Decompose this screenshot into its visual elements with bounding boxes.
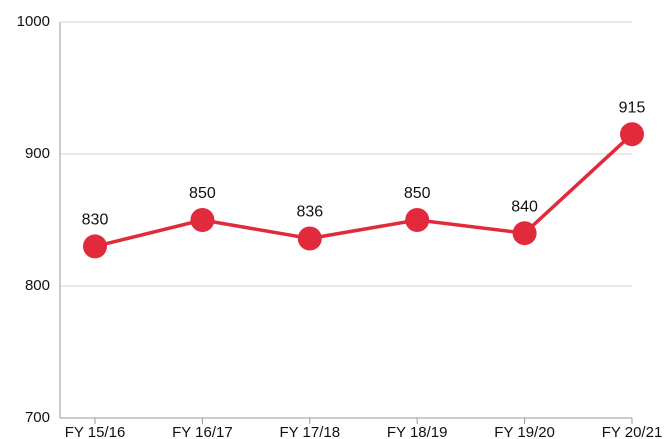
line (94, 132, 634, 249)
data-label: 836 (296, 204, 323, 221)
data-label: 915 (619, 99, 646, 116)
marker (190, 208, 215, 232)
y-tick-label: 800 (25, 277, 50, 294)
y-tick-label: 900 (25, 145, 50, 162)
marker (297, 226, 322, 251)
x-tick-label: FY 18/19 (387, 424, 448, 439)
marker (405, 208, 430, 232)
x-tick-label: FY 19/20 (494, 424, 555, 439)
y-tick-label: 700 (25, 409, 50, 426)
data-label: 830 (82, 212, 109, 229)
x-tick-label: FY 16/17 (172, 424, 233, 439)
data-label: 840 (511, 198, 538, 215)
marker (620, 122, 644, 147)
data-label: 850 (189, 185, 216, 202)
y-tick-label: 1000 (17, 13, 50, 30)
data-label: 850 (404, 185, 431, 202)
marker (512, 221, 537, 246)
marker (83, 234, 107, 259)
x-tick-label: FY 20/21 (602, 424, 663, 439)
x-tick-label: FY 17/18 (279, 424, 340, 439)
x-tick-label: FY 15/16 (65, 424, 126, 439)
